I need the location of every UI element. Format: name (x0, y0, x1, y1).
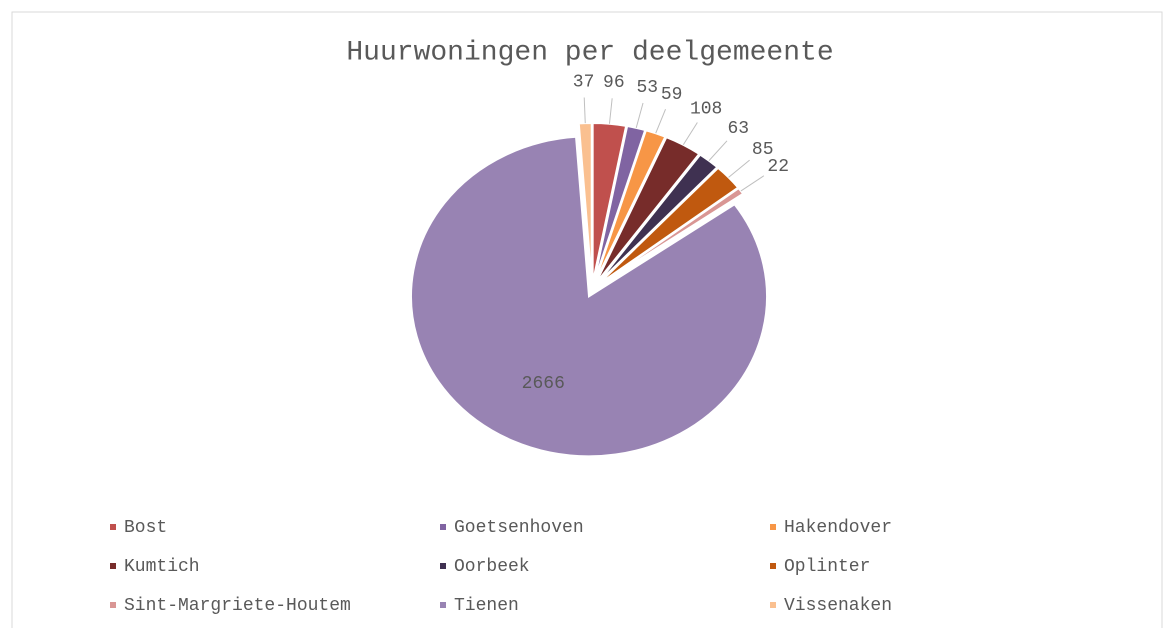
legend-label: Hakendover (784, 518, 892, 538)
legend-label: Oorbeek (454, 557, 530, 577)
data-label: 37 (573, 72, 595, 92)
chart-title: Huurwoningen per deelgemeente (346, 37, 833, 68)
legend-marker (440, 563, 446, 569)
pie-slice (410, 135, 769, 458)
data-label: 53 (636, 78, 658, 98)
data-label: 85 (752, 140, 774, 160)
legend-marker (110, 602, 116, 608)
legend-marker (770, 602, 776, 608)
leader-line (583, 97, 586, 124)
legend-marker (770, 563, 776, 569)
leader-line (635, 102, 644, 128)
leader-line (682, 122, 698, 146)
legend-marker (440, 602, 446, 608)
data-label: 63 (727, 119, 749, 139)
legend-label: Tienen (454, 596, 519, 616)
legend-marker (110, 524, 116, 530)
legend-label: Kumtich (124, 557, 200, 577)
legend-label: Goetsenhoven (454, 518, 584, 538)
legend-label: Vissenaken (784, 596, 892, 616)
legend-label: Oplinter (784, 557, 870, 577)
legend-marker (110, 563, 116, 569)
leader-line (608, 98, 613, 124)
leader-line (708, 140, 728, 161)
data-label: 108 (690, 99, 722, 119)
data-label: 96 (603, 73, 625, 93)
data-label: 22 (767, 157, 789, 177)
data-label: 59 (661, 85, 683, 105)
data-label: 2666 (522, 374, 565, 394)
legend-marker (770, 524, 776, 530)
legend-marker (440, 524, 446, 530)
leader-line (740, 175, 765, 192)
leader-line (728, 159, 750, 178)
pie-slice (595, 153, 719, 286)
legend-label: Sint-Margriete-Houtem (124, 596, 351, 616)
leader-line (655, 108, 667, 134)
pie-slice (577, 122, 593, 284)
legend-label: Bost (124, 518, 167, 538)
